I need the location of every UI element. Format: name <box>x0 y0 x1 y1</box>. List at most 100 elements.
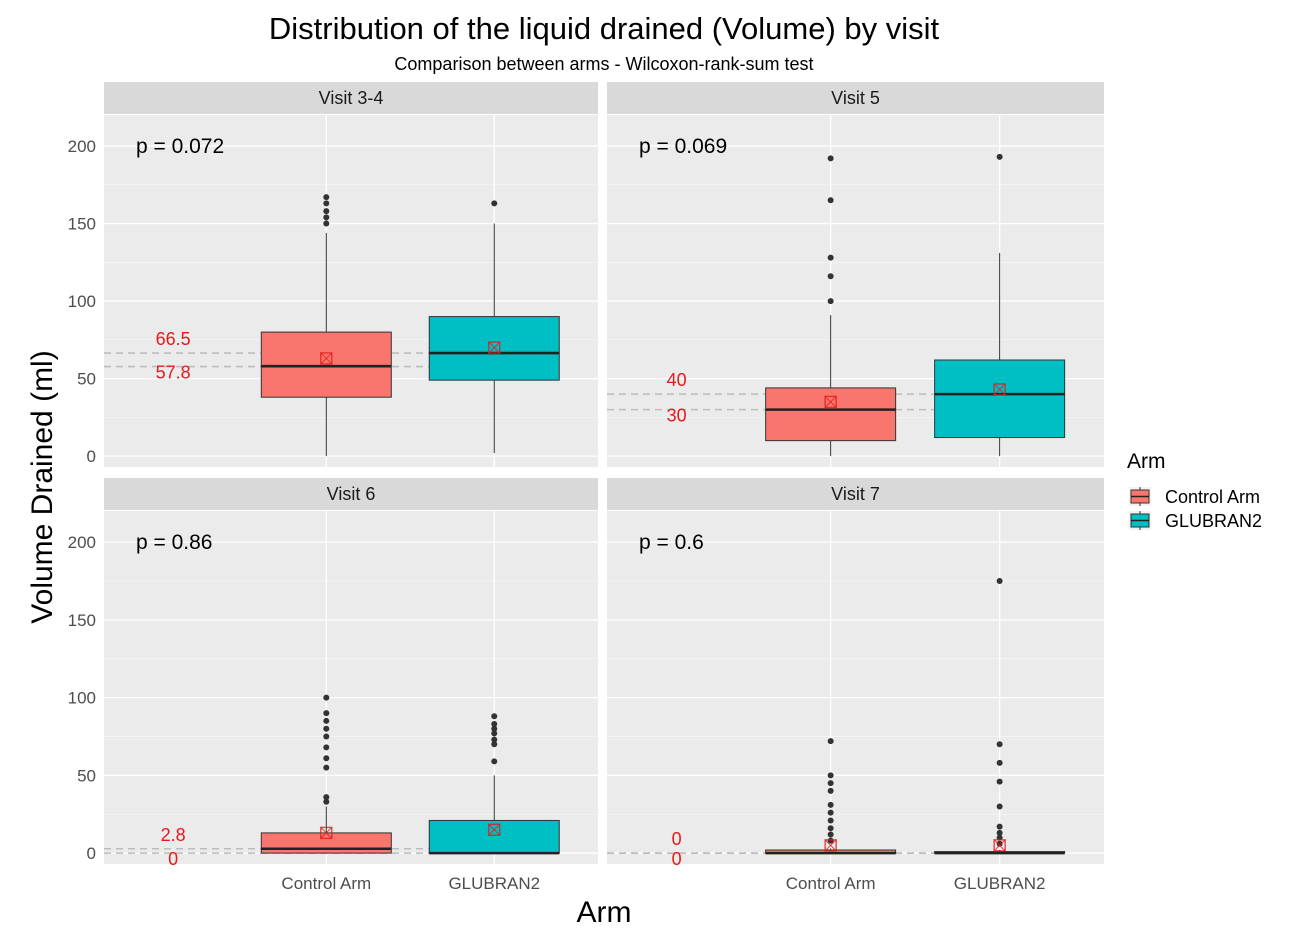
outlier-point <box>491 758 498 765</box>
box-body <box>260 832 392 854</box>
strip-background <box>607 82 1104 114</box>
outlier-point <box>491 200 498 207</box>
outlier-point <box>323 794 330 801</box>
box-body <box>765 387 897 442</box>
legend-item-control-arm: Control Arm <box>1129 487 1260 507</box>
outlier-point <box>996 803 1003 810</box>
outlier-point <box>996 829 1003 836</box>
strip-label: Visit 7 <box>831 484 880 504</box>
outlier-point <box>827 817 834 824</box>
outlier-point <box>827 772 834 779</box>
outlier-point <box>996 153 1003 160</box>
reference-label: 30 <box>667 406 687 426</box>
p-value-label: p = 0.069 <box>639 135 727 158</box>
outlier-point <box>996 840 1003 847</box>
outlier-point <box>323 755 330 762</box>
outlier-point <box>827 197 834 204</box>
outlier-point <box>323 710 330 717</box>
outlier-point <box>827 254 834 261</box>
mean-marker <box>993 839 1006 852</box>
outlier-point <box>827 831 834 838</box>
outlier-point <box>996 823 1003 830</box>
mean-marker-cross <box>993 383 1006 396</box>
box-glubran2 <box>934 153 1066 457</box>
box-glubran2 <box>428 200 560 454</box>
x-tick-label: Control Arm <box>786 874 876 893</box>
mean-marker <box>488 823 501 836</box>
reference-label: 2.8 <box>161 825 186 845</box>
reference-label: 40 <box>667 370 687 390</box>
mean-marker-cross <box>488 823 501 836</box>
outlier-point <box>323 744 330 751</box>
outlier-point <box>996 741 1003 748</box>
outlier-point <box>491 730 498 737</box>
panel-background <box>607 511 1104 864</box>
box-control-arm <box>260 694 392 854</box>
mean-marker-cross <box>320 827 333 839</box>
outlier-point <box>996 778 1003 785</box>
mean-marker <box>320 826 333 840</box>
outlier-point <box>827 738 834 745</box>
legend-label: Control Arm <box>1165 487 1260 507</box>
mean-marker <box>488 341 501 354</box>
outlier-point <box>491 725 498 732</box>
strip-label: Visit 5 <box>831 88 880 108</box>
outlier-point <box>827 825 834 832</box>
y-tick-label: 200 <box>68 533 96 552</box>
strip-background <box>607 478 1104 510</box>
x-tick-label: GLUBRAN2 <box>448 874 540 893</box>
box-control-arm <box>260 194 392 457</box>
mean-marker <box>824 839 837 852</box>
chart-title: Distribution of the liquid drained (Volu… <box>269 11 940 46</box>
y-tick-label: 150 <box>68 215 96 234</box>
outlier-point <box>996 834 1003 841</box>
box-body <box>428 316 560 381</box>
outlier-point <box>491 736 498 743</box>
chart-subtitle: Comparison between arms - Wilcoxon-rank-… <box>394 54 813 74</box>
legend-title: Arm <box>1127 450 1166 473</box>
panel-background <box>104 511 598 864</box>
mean-marker-cross <box>824 839 837 852</box>
p-value-label: p = 0.072 <box>136 135 224 158</box>
legend: Arm Control Arm GLUBRAN2 <box>1127 450 1262 531</box>
mean-marker <box>993 383 1006 396</box>
p-value-label: p = 0.6 <box>639 531 704 554</box>
outlier-point <box>323 214 330 221</box>
box-glubran2 <box>428 713 560 855</box>
outlier-point <box>323 764 330 771</box>
y-tick-label: 150 <box>68 611 96 630</box>
strip-background <box>104 82 598 114</box>
box-control-arm <box>765 155 897 457</box>
y-tick-label: 100 <box>68 292 96 311</box>
reference-label: 66.5 <box>156 329 191 349</box>
reference-label: 0 <box>672 829 682 849</box>
box-body <box>260 331 392 398</box>
panel-4: Visit 7 Control Arm GLUBRAN2 00 p = 0.6 <box>607 478 1104 893</box>
outlier-point <box>323 194 330 201</box>
panel-background <box>104 115 598 467</box>
mean-marker <box>320 352 333 365</box>
outlier-point <box>491 713 498 720</box>
outlier-point <box>827 787 834 794</box>
outlier-point <box>323 200 330 207</box>
outlier-point <box>827 298 834 305</box>
x-tick-label: GLUBRAN2 <box>954 874 1046 893</box>
legend-item-glubran2: GLUBRAN2 <box>1129 511 1262 531</box>
outlier-point <box>323 717 330 724</box>
outlier-point <box>323 733 330 740</box>
x-tick-label: Control Arm <box>281 874 371 893</box>
mean-marker-cross <box>824 396 837 408</box>
outlier-point <box>323 694 330 701</box>
outlier-point <box>323 798 330 805</box>
panel-2: Visit 5 40 30 p = 0.069 <box>607 82 1104 467</box>
reference-label: 0 <box>672 849 682 869</box>
outlier-point <box>827 780 834 787</box>
legend-label: GLUBRAN2 <box>1165 511 1262 531</box>
outlier-point <box>996 759 1003 766</box>
y-axis-title: Volume Drained (ml) <box>26 350 59 623</box>
y-tick-label: 200 <box>68 137 96 156</box>
outlier-point <box>491 741 498 748</box>
mean-marker-cross <box>993 839 1006 852</box>
